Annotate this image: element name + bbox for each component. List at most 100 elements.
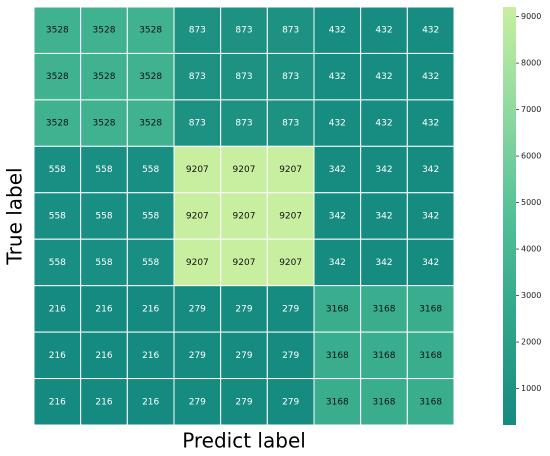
cell-label: 342	[329, 165, 346, 175]
cell-label: 279	[189, 304, 206, 314]
cell-label: 279	[282, 397, 299, 407]
cell-label: 216	[95, 351, 112, 361]
cell-label: 9207	[233, 258, 256, 268]
cell	[313, 285, 362, 333]
colorbar-tick-label: 3000	[521, 291, 541, 300]
cell	[266, 238, 315, 287]
x-axis-label: Predict label	[182, 429, 306, 453]
cell-label: 3528	[46, 119, 69, 129]
cell-label: 342	[329, 212, 346, 222]
cell	[406, 99, 455, 147]
cell-label: 3528	[46, 26, 69, 36]
cell-label: 3168	[373, 304, 396, 314]
cell-label: 279	[189, 351, 206, 361]
cell-label: 342	[422, 165, 439, 175]
cell-label: 3168	[419, 397, 442, 407]
cell	[126, 238, 175, 287]
cell-label: 3528	[93, 26, 116, 36]
cell-label: 558	[95, 212, 112, 222]
cell	[126, 6, 175, 54]
cell-label: 342	[375, 258, 392, 268]
cell	[360, 238, 408, 287]
cell-label: 3528	[139, 72, 162, 82]
cell-label: 216	[142, 397, 159, 407]
cell-label: 279	[235, 304, 252, 314]
cell-label: 279	[282, 351, 299, 361]
cell-label: 216	[49, 351, 66, 361]
cell	[173, 238, 222, 287]
cell	[80, 145, 128, 194]
cell	[266, 192, 315, 240]
cell	[406, 378, 455, 426]
cell	[80, 6, 128, 54]
cell	[220, 378, 268, 426]
cell-label: 216	[95, 397, 112, 407]
cell	[126, 378, 175, 426]
colorbar-tick-label: 7000	[521, 105, 541, 114]
cell-label: 432	[375, 26, 392, 36]
cell-label: 9207	[279, 212, 302, 222]
cell	[406, 145, 455, 194]
cell	[406, 52, 455, 101]
cell-label: 558	[49, 212, 66, 222]
cell-label: 9207	[279, 258, 302, 268]
cell-label: 3168	[373, 351, 396, 361]
cell	[126, 52, 175, 101]
y-axis-label: True label	[3, 167, 27, 265]
cell-label: 342	[329, 258, 346, 268]
cell-label: 216	[142, 351, 159, 361]
cell	[313, 52, 362, 101]
cell	[360, 52, 408, 101]
cell	[80, 99, 128, 147]
cell	[266, 6, 315, 54]
colorbar-tick-label: 4000	[521, 245, 541, 254]
cell-label: 9207	[186, 212, 209, 222]
cell	[266, 378, 315, 426]
colorbar-tick-label: 9000	[521, 12, 541, 21]
cell-label: 3528	[139, 26, 162, 36]
cell-label: 342	[422, 258, 439, 268]
colorbar-tick-label: 1000	[521, 384, 541, 393]
colorbar-tick-label: 6000	[521, 152, 541, 161]
cell	[126, 192, 175, 240]
cell-label: 216	[95, 304, 112, 314]
cell-label: 216	[49, 397, 66, 407]
cell	[33, 99, 82, 147]
cell-label: 279	[235, 397, 252, 407]
cell	[126, 99, 175, 147]
cell	[126, 331, 175, 380]
cell-label: 3528	[139, 119, 162, 129]
cell	[360, 6, 408, 54]
cell-label: 3528	[93, 72, 116, 82]
cell	[33, 6, 82, 54]
cell-label: 558	[95, 165, 112, 175]
cell	[33, 52, 82, 101]
cell-label: 9207	[279, 165, 302, 175]
cell	[33, 145, 82, 194]
cell	[33, 192, 82, 240]
cell-label: 3528	[46, 72, 69, 82]
cell-label: 558	[95, 258, 112, 268]
cell-label: 432	[422, 119, 439, 129]
cell	[33, 285, 82, 333]
cell	[173, 145, 222, 194]
cell-label: 3168	[326, 397, 349, 407]
cell	[33, 238, 82, 287]
cell-label: 873	[235, 119, 252, 129]
colorbar-tick-label: 2000	[521, 338, 541, 347]
cell-label: 873	[282, 72, 299, 82]
cell-label: 558	[142, 165, 159, 175]
cell-label: 432	[329, 26, 346, 36]
cell	[173, 99, 222, 147]
cell	[220, 99, 268, 147]
cell-label: 9207	[186, 258, 209, 268]
cell-label: 9207	[186, 165, 209, 175]
cell	[80, 285, 128, 333]
cell	[173, 331, 222, 380]
cell	[80, 238, 128, 287]
cell-label: 873	[189, 72, 206, 82]
cell-label: 432	[329, 72, 346, 82]
cell	[313, 192, 362, 240]
cell-label: 558	[49, 258, 66, 268]
cell-label: 3168	[419, 351, 442, 361]
